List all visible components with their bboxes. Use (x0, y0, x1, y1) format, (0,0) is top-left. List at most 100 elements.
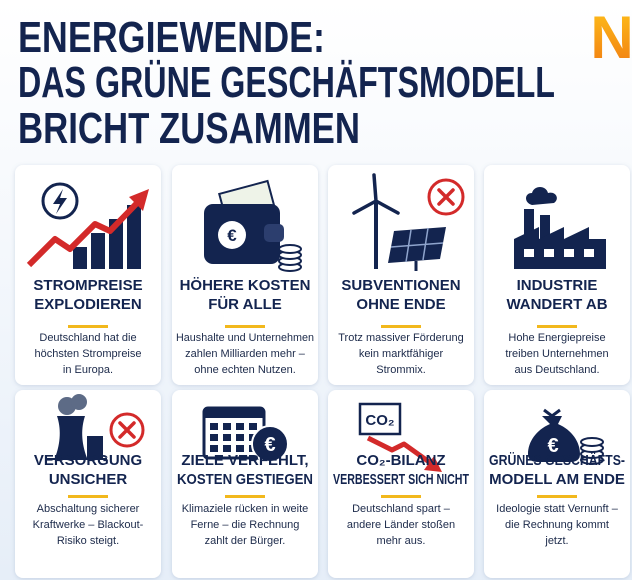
warning-cross (118, 421, 136, 439)
title-line: ENERGIEWENDE: (18, 13, 325, 62)
card-text: höchsten Strompreise (35, 348, 142, 360)
icon: CO₂ (358, 402, 442, 472)
card-title: CO₂-BILANZ (356, 452, 445, 469)
card-text: zahlt der Bürger. (205, 535, 286, 547)
chimney (524, 209, 534, 239)
card-title: GRÜNES GESCHÄFTS- (489, 452, 625, 469)
bar-icon (73, 247, 87, 269)
factory (514, 227, 606, 269)
card-text: Kraftwerke – Blackout- (33, 519, 144, 531)
window (584, 249, 594, 257)
card-text: Ideologie statt Vernunft – (496, 503, 619, 515)
card-text: in Europa. (63, 364, 113, 376)
solar-grid (390, 227, 444, 263)
down-arrow (366, 435, 434, 467)
smoke (71, 394, 87, 410)
card-title: UNSICHER (49, 471, 128, 488)
underline (381, 495, 421, 498)
underline (537, 495, 577, 498)
turbine-blades (352, 173, 400, 215)
icon: € (202, 406, 289, 463)
day (249, 423, 257, 430)
card-text: Trotz massiver Förderung (338, 332, 464, 344)
icon-label: € (547, 435, 558, 457)
underline (68, 325, 108, 328)
underline (225, 495, 265, 498)
arrow-head (129, 189, 149, 211)
euro-circle (218, 221, 246, 249)
card-title: SUBVENTIONEN (341, 277, 460, 294)
card: VERSORGUNG UNSICHER Abschaltung sicherer Kr… (15, 390, 161, 578)
day (223, 434, 231, 441)
bag-tie (543, 408, 561, 418)
warning-cross (437, 188, 455, 206)
trend-arrow (26, 198, 142, 268)
card-title: ZIELE VERFEHLT, (181, 452, 308, 469)
day (223, 445, 231, 452)
card-title: KOSTEN GESTIEGEN (177, 471, 313, 488)
card-text: Risiko steigt. (57, 535, 119, 547)
euro-coin (251, 425, 289, 463)
wallet-clasp (264, 224, 284, 242)
card: €GRÜNES GESCHÄFTS- MODELL AM ENDE Ideologi… (484, 390, 630, 578)
card-text: Klimaziele rücken in weite (182, 503, 309, 515)
card: SUBVENTIONEN OHNE ENDE Trotz massiver Förd… (328, 165, 474, 385)
plant (87, 436, 103, 458)
card: CO₂ CO₂-BILANZ VERBESSERT SICH NICHT Deutsc… (328, 390, 474, 578)
card-text: andere Länder stoßen (347, 519, 455, 531)
card-text: Deutschland spart – (352, 503, 451, 515)
icon (47, 394, 145, 460)
card-title: HÖHERE KOSTEN (180, 277, 311, 294)
icon-label: CO₂ (365, 412, 394, 429)
card-text: Ferne – die Rechnung (191, 519, 300, 531)
day (236, 423, 244, 430)
day (210, 434, 218, 441)
card-bg (484, 390, 630, 578)
card-title: EXPLODIEREN (34, 296, 142, 313)
bar-icon (127, 205, 141, 269)
card-text: zahlen Milliarden mehr – (185, 348, 306, 360)
icon: € (528, 408, 604, 465)
day (236, 434, 244, 441)
card-title: STROMPREISE (33, 277, 142, 294)
card-text: Hohe Energiepreise (508, 332, 605, 344)
cooling-tower (55, 416, 87, 458)
chimney (540, 215, 550, 239)
card-text: Haushalte und Unternehmen (176, 332, 314, 344)
icon (514, 187, 606, 269)
card-title: INDUSTRIE (517, 277, 598, 294)
card-text: Deutschland hat die (39, 332, 136, 344)
arrow-head (424, 456, 442, 472)
underline (381, 325, 421, 328)
bag (528, 416, 580, 462)
day (223, 423, 231, 430)
title-line: DAS GRÜNE GESCHÄFTSMODELL (18, 58, 555, 107)
underline (225, 325, 265, 328)
window (524, 249, 534, 257)
card-text: mehr aus. (377, 535, 426, 547)
card-text: ohne echten Nutzen. (194, 364, 296, 376)
icon-label: € (227, 226, 237, 245)
day (210, 445, 218, 452)
icon-label: € (264, 434, 275, 456)
card-title: VERSORGUNG (34, 452, 142, 469)
card-bg (328, 390, 474, 578)
card-text: kein marktfähiger (359, 348, 444, 360)
card: STROMPREISE EXPLODIEREN Deutschland hat di… (15, 165, 161, 385)
card-title: FÜR ALLE (208, 296, 282, 313)
card-title: VERBESSERT SICH NICHT (333, 471, 469, 488)
card: € HÖHERE KOSTEN FÜR ALLE Haushalte und Unte… (172, 165, 318, 385)
title-line: BRICHT ZUSAMMEN (18, 104, 360, 153)
card: INDUSTRIE WANDERT AB Hohe Energiepreise tre… (484, 165, 630, 385)
icon (26, 182, 149, 269)
card-bg (328, 165, 474, 385)
card-text: jetzt. (544, 535, 568, 547)
icon (352, 173, 465, 271)
card-bg (484, 165, 630, 385)
card-text: aus Deutschland. (515, 364, 600, 376)
card-text: Strommix. (376, 364, 426, 376)
bolt (53, 189, 67, 214)
coin (580, 437, 604, 447)
card: €ZIELE VERFEHLT, KOSTEN GESTIEGEN Klimazie… (172, 390, 318, 578)
